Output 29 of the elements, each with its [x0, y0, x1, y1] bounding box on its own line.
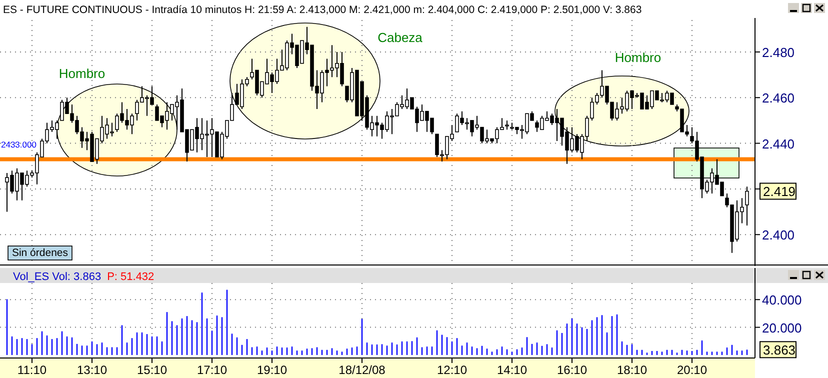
y-tick-label: 40.000 — [762, 292, 802, 308]
y-tick-label: 2.400 — [762, 228, 795, 243]
x-tick-label: 14:10 — [496, 363, 528, 377]
x-tick-label: 11:10 — [17, 363, 47, 377]
y-tick-label: 2.440 — [762, 136, 795, 152]
y-tick-label: 2.460 — [762, 90, 795, 106]
x-tick-label: 16:10 — [556, 363, 588, 377]
y-tick-label: 2.480 — [762, 44, 795, 60]
x-tick-label: 15:10 — [136, 363, 168, 377]
x-tick-label: 17:10 — [196, 363, 228, 377]
x-tick-label: 20:10 — [676, 363, 708, 377]
annotation: Cabeza — [378, 30, 424, 45]
chart-subtitle: P: 51.432 — [107, 271, 154, 283]
annotation: Hombro — [58, 66, 106, 81]
chart-title: ES - FUTURE CONTINUOUS - Intradía 10 minutos H: 21:59 A: 2.413,000 M: 2.421,000 m: 2.404,000 C: 2.419,000 P: 2.501,000 V: 3.863 — [3, 4, 642, 16]
x-tick-label: 13:10 — [76, 363, 108, 377]
x-tick-label: 18:10 — [616, 363, 648, 377]
ref-line-label: 2433.000 — [1, 139, 37, 150]
annotation: Sin órdenes — [12, 247, 68, 259]
candlestick — [745, 186, 749, 226]
candlestick — [505, 120, 509, 130]
text: 2.419 — [763, 184, 796, 200]
x-tick-label: 19:10 — [256, 363, 288, 377]
x-tick-label: 12:10 — [436, 363, 468, 377]
text: 3.863 — [763, 342, 796, 358]
x-tick-label: 18/12/08 — [338, 363, 386, 377]
chart-title: Vol_ES Vol: 3.863 — [13, 271, 102, 283]
y-tick-label: 20.000 — [762, 320, 802, 336]
annotation: Hombro — [614, 50, 662, 65]
